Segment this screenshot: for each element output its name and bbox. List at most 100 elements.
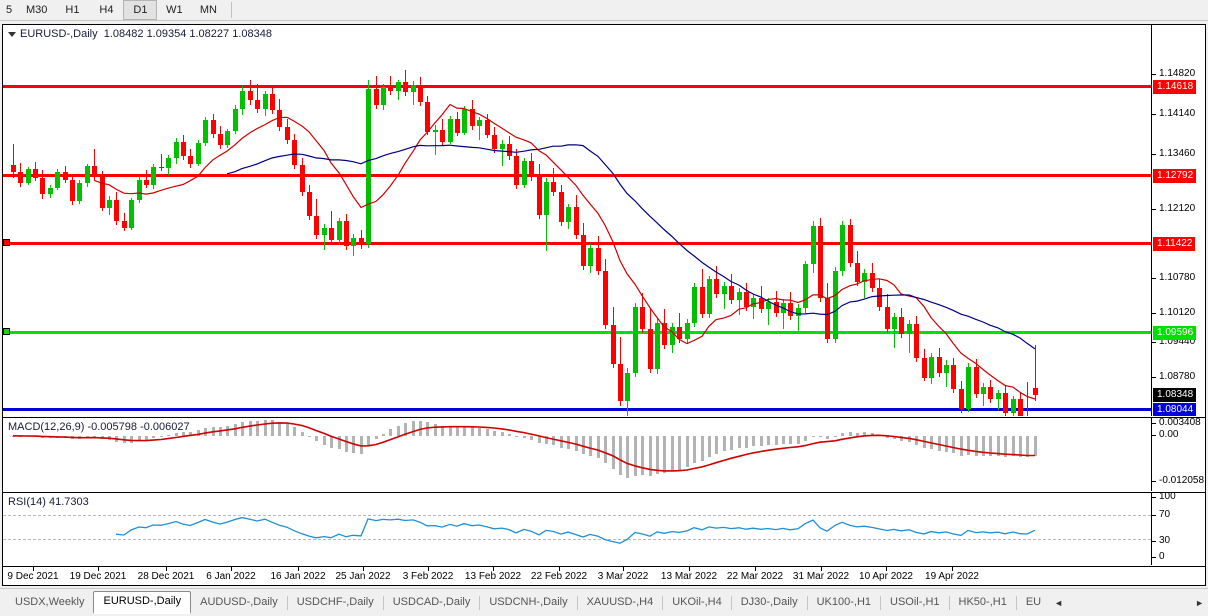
candle-body: [196, 143, 201, 165]
timeframe-m30[interactable]: M30: [26, 4, 48, 16]
candle-body: [966, 366, 971, 410]
horizontal-level-line[interactable]: [3, 408, 1151, 411]
candle-body: [477, 119, 482, 126]
rsi-axis: 100 70 30 0: [1151, 493, 1205, 565]
collapse-triangle-icon[interactable]: [8, 31, 16, 37]
candle-body: [114, 199, 119, 222]
symbol-tab-ukoil-h4[interactable]: UKOil-,H4: [672, 596, 722, 608]
candle-body: [670, 326, 675, 345]
symbol-tab-dj30-daily[interactable]: DJ30-,Daily: [740, 596, 798, 608]
price-level-badge[interactable]: 1.08348: [1153, 388, 1197, 402]
level-line-handle[interactable]: [3, 328, 10, 335]
candle-body: [640, 307, 645, 329]
candle-wick: [798, 304, 799, 332]
candle-body: [929, 356, 934, 378]
price-axis-label: 1.10780: [1159, 272, 1196, 283]
tab-scroll-right-icon[interactable]: ►: [1195, 597, 1204, 608]
tab-divider: [479, 595, 481, 610]
candle-body: [988, 387, 993, 400]
symbol-tab-usoil-h1[interactable]: USOil-,H1: [890, 596, 940, 608]
candle-body: [144, 180, 149, 186]
rsi-pane[interactable]: RSI(14) 41.7303 100 70 30 0: [3, 492, 1205, 565]
macd-histogram-bar: [286, 423, 289, 436]
timeframe-h4[interactable]: H4: [99, 4, 114, 16]
symbol-tab-usdx-weekly[interactable]: USDX,Weekly: [15, 596, 85, 608]
symbol-tab-usdchf-daily[interactable]: USDCHF-,Daily: [296, 596, 374, 608]
date-axis-label: 31 Mar 2022: [792, 571, 850, 582]
macd-histogram-bar: [589, 435, 592, 456]
candle-body: [344, 220, 349, 246]
macd-histogram-bar: [612, 435, 615, 469]
candle-wick: [553, 168, 554, 196]
tab-scroll-left-icon[interactable]: ◄: [1054, 597, 1064, 608]
timeframe-mn[interactable]: MN: [199, 4, 217, 16]
candle-body: [625, 372, 630, 402]
date-axis-label: 22 Mar 2022: [726, 571, 784, 582]
candle-body: [700, 287, 705, 315]
horizontal-level-line[interactable]: [3, 242, 1151, 245]
candle-wick: [894, 313, 895, 348]
price-axis[interactable]: 1.14820 1.14140 1.13460 1.12120 1.10780 1.101…: [1151, 25, 1205, 416]
macd-histogram-bar: [693, 435, 696, 463]
symbol-tab-xauusd-h4[interactable]: XAUUSD-,H4: [586, 596, 654, 608]
macd-histogram-bar: [167, 435, 170, 437]
price-axis-tick: [1152, 209, 1156, 210]
symbol-tab-usdcad-daily[interactable]: USDCAD-,Daily: [392, 596, 471, 608]
price-level-badge[interactable]: 1.09596: [1153, 326, 1197, 340]
horizontal-level-line[interactable]: [3, 85, 1151, 88]
horizontal-level-line[interactable]: [3, 331, 1151, 334]
candle-body: [811, 225, 816, 265]
price-pane[interactable]: EURUSD-,Daily 1.08482 1.09354 1.08227 1.…: [3, 25, 1205, 416]
symbol-tab-uk100-h1[interactable]: UK100-,H1: [816, 596, 872, 608]
rsi-plot-area[interactable]: [3, 493, 1151, 565]
candle-body: [359, 237, 364, 244]
price-level-badge[interactable]: 1.14618: [1153, 80, 1197, 94]
price-level-badge[interactable]: 1.12792: [1153, 169, 1197, 183]
candle-body: [351, 237, 356, 246]
symbol-tab-eu[interactable]: EU: [1025, 596, 1042, 608]
candle-body: [1003, 393, 1008, 414]
candle-body: [263, 93, 268, 109]
price-axis-tick: [1152, 114, 1156, 115]
date-axis-label: 10 Apr 2022: [859, 571, 913, 582]
timeframe-5[interactable]: 5: [5, 4, 13, 16]
tab-divider: [730, 595, 732, 610]
level-line-handle[interactable]: [3, 239, 10, 246]
symbol-tab-hk50-h1[interactable]: HK50-,H1: [958, 596, 1007, 608]
macd-signal-overlay: [12, 422, 1035, 472]
price-axis-tick: [1152, 278, 1156, 279]
macd-histogram-bar: [293, 427, 296, 436]
macd-histogram-bar: [434, 423, 437, 436]
candle-body: [514, 156, 519, 186]
macd-histogram-bar: [634, 435, 637, 476]
candle-wick: [331, 211, 332, 244]
candle-body: [366, 88, 371, 244]
candle-body: [707, 279, 712, 315]
timeframe-w1[interactable]: W1: [166, 4, 183, 16]
candle-body: [714, 279, 719, 295]
symbol-tab-eurusd-daily[interactable]: EURUSD-,Daily: [93, 590, 192, 614]
timeframe-h1[interactable]: H1: [65, 4, 80, 16]
macd-histogram-bar: [545, 435, 548, 445]
macd-histogram-bar: [952, 435, 955, 454]
macd-histogram-bar: [752, 435, 755, 447]
macd-plot-area[interactable]: [3, 418, 1151, 491]
price-level-badge[interactable]: 1.08044: [1153, 403, 1197, 416]
macd-histogram-bar: [982, 435, 985, 456]
price-plot-area[interactable]: [3, 25, 1151, 416]
candle-body: [981, 387, 986, 395]
candle-body: [248, 90, 253, 100]
macd-histogram-bar: [264, 419, 267, 436]
symbol-tab-usdcnh-daily[interactable]: USDCNH-,Daily: [489, 596, 568, 608]
macd-histogram-bar: [738, 435, 741, 449]
horizontal-level-line[interactable]: [3, 174, 1151, 177]
macd-histogram-bar: [641, 435, 644, 475]
timeframe-d1[interactable]: D1: [123, 0, 158, 20]
price-level-badge[interactable]: 1.11422: [1153, 237, 1196, 251]
symbol-tab-audusd-daily[interactable]: AUDUSD-,Daily: [200, 596, 278, 608]
date-axis[interactable]: 9 Dec 2021 19 Dec 2021 28 Dec 2021 6 Jan 20…: [3, 566, 1205, 585]
candle-body: [788, 303, 793, 316]
candle-body: [596, 247, 601, 272]
macd-histogram-bar: [486, 428, 489, 436]
macd-pane[interactable]: MACD(12,26,9) -0.005798 -0.006027 0.0034…: [3, 417, 1205, 491]
